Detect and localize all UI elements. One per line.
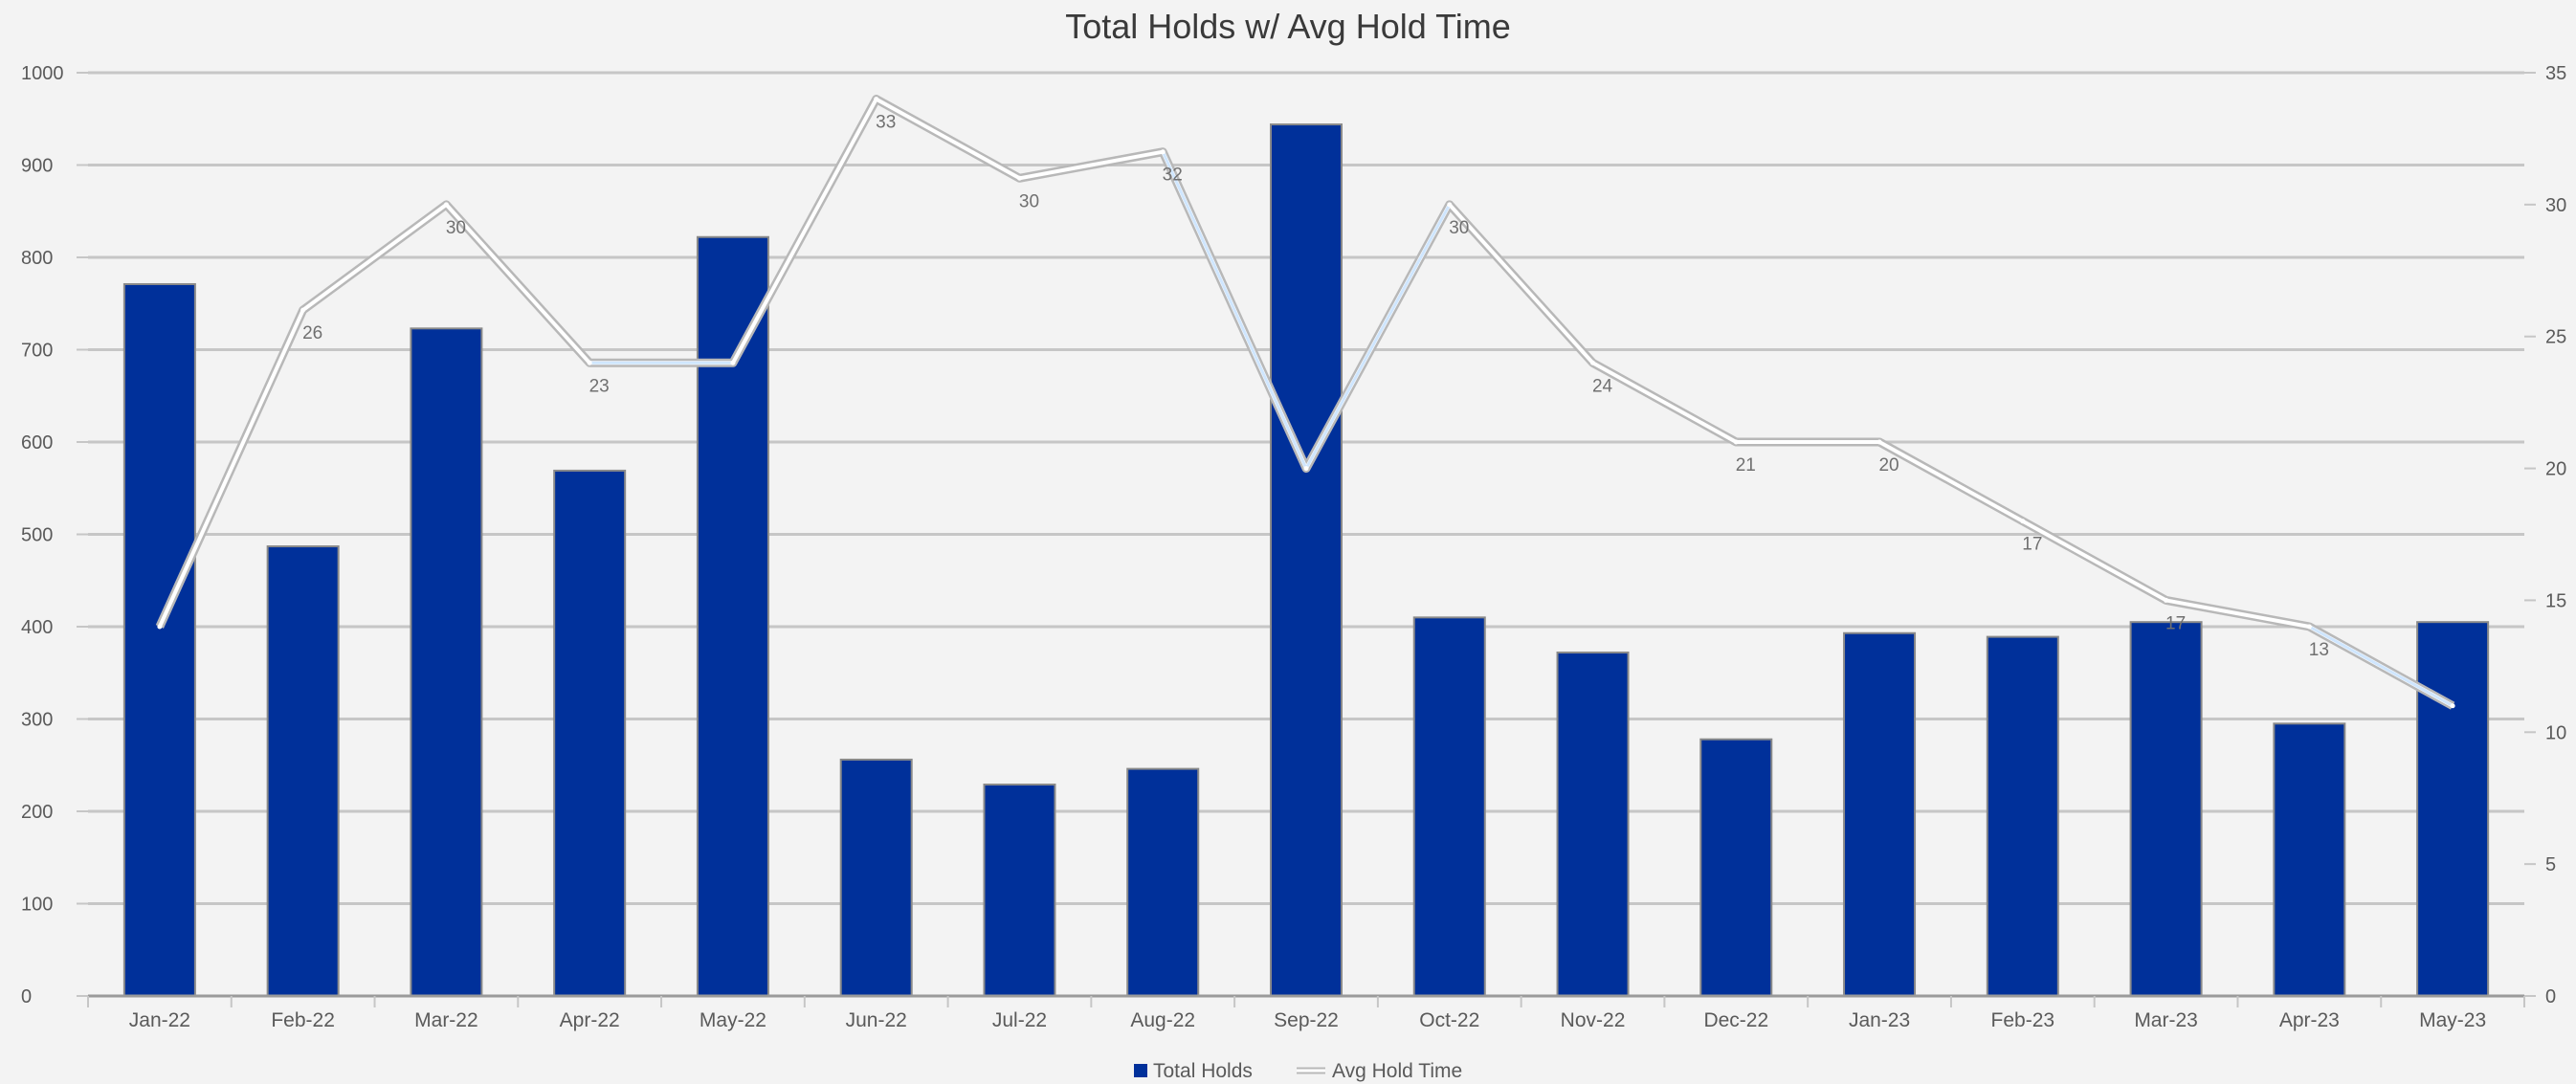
x-tick-label: Mar-22 — [414, 1009, 478, 1031]
bar-Mar-23 — [2129, 621, 2203, 997]
right-tick-label: 0 — [2545, 986, 2556, 1007]
right-tick-label: 30 — [2545, 195, 2566, 216]
left-tick-label: 600 — [21, 432, 53, 454]
right-tick-label: 20 — [2545, 459, 2566, 480]
bar-Apr-22 — [553, 469, 627, 998]
avg-hold-time-point-Mar-22 — [443, 202, 449, 208]
avg-hold-time-data-label: 17 — [2022, 535, 2042, 555]
avg-hold-time-data-label: 21 — [1736, 455, 1756, 476]
avg-hold-time-data-label: 26 — [302, 323, 322, 343]
bar-Oct-22 — [1412, 616, 1486, 997]
right-tick-label: 25 — [2545, 327, 2566, 348]
right-tick-label: 15 — [2545, 590, 2566, 611]
avg-hold-time-point-Sep-22 — [1303, 466, 1309, 472]
x-tick-label: Oct-22 — [1419, 1009, 1479, 1031]
left-tick-label: 400 — [21, 617, 53, 638]
left-tick-label: 300 — [21, 710, 53, 731]
x-tick-label: Jan-22 — [129, 1009, 190, 1031]
left-tick-label: 800 — [21, 248, 53, 269]
x-tick-label: Apr-22 — [560, 1009, 620, 1031]
avg-hold-time-data-label: 30 — [1019, 191, 1039, 211]
bar-Feb-23 — [1986, 635, 2059, 997]
avg-hold-time-point-Jul-22 — [1016, 175, 1022, 181]
x-tick-label: Jan-23 — [1849, 1009, 1910, 1031]
avg-hold-time-data-label: 17 — [2165, 613, 2186, 633]
left-tick-label: 1000 — [21, 63, 64, 84]
legend: Total Holds Avg Hold Time — [1134, 1060, 1462, 1082]
legend-swatch-total-holds — [1134, 1064, 1147, 1077]
avg-hold-time-line-segment — [1304, 203, 1452, 471]
legend-label-avg-hold-time: Avg Hold Time — [1332, 1060, 1462, 1082]
avg-hold-time-data-label: 30 — [446, 218, 466, 238]
avg-hold-time-point-Dec-22 — [1733, 439, 1739, 445]
avg-hold-time-point-Jun-22 — [874, 97, 879, 102]
x-tick-label: May-22 — [700, 1009, 766, 1031]
avg-hold-time-point-May-22 — [730, 360, 736, 365]
avg-hold-time-point-Feb-22 — [300, 307, 306, 313]
chart-title: Total Holds w/ Avg Hold Time — [1065, 7, 1511, 46]
bar-Jan-22 — [122, 282, 196, 997]
avg-hold-time-point-Mar-23 — [2164, 597, 2169, 603]
avg-hold-time-line-segment — [2307, 625, 2454, 708]
left-tick-label: 100 — [21, 895, 53, 916]
x-tick-label: Mar-23 — [2134, 1009, 2198, 1031]
avg-hold-time-data-label: 13 — [2309, 640, 2329, 660]
bar-May-23 — [2416, 621, 2490, 997]
avg-hold-time-data-label: 30 — [1449, 218, 1469, 238]
left-tick-label: 700 — [21, 341, 53, 362]
avg-hold-time-point-Apr-23 — [2306, 624, 2312, 630]
x-tick-label: Feb-22 — [271, 1009, 335, 1031]
bar-Aug-22 — [1126, 767, 1200, 997]
bar-Dec-22 — [1699, 738, 1773, 997]
avg-hold-time-data-label: 24 — [1592, 376, 1613, 396]
bar-Jun-22 — [839, 758, 913, 998]
bar-Sep-22 — [1270, 123, 1343, 998]
bar-Apr-23 — [2273, 722, 2346, 997]
avg-hold-time-point-Feb-23 — [2020, 519, 2026, 524]
bar-Jan-23 — [1843, 631, 1917, 997]
bar-Mar-22 — [410, 327, 483, 997]
avg-hold-time-data-label: 23 — [589, 376, 610, 396]
x-tick-label: May-23 — [2419, 1009, 2486, 1031]
right-tick-label: 5 — [2545, 854, 2556, 875]
x-tick-label: Apr-23 — [2279, 1009, 2340, 1031]
x-tick-label: Aug-22 — [1130, 1009, 1195, 1031]
axes: 0 100 200 300 400 500 600 700 800 900 1000 0 5 10 15 20… — [21, 63, 2566, 1031]
left-tick-label: 500 — [21, 525, 53, 546]
left-tick-label: 0 — [21, 986, 32, 1007]
right-tick-label: 10 — [2545, 722, 2566, 743]
avg-hold-time-data-label: 20 — [1878, 455, 1899, 476]
avg-hold-time-point-Aug-22 — [1160, 149, 1166, 155]
avg-hold-time-data-label: 33 — [876, 113, 896, 133]
x-tick-label: Nov-22 — [1561, 1009, 1626, 1031]
left-tick-label: 900 — [21, 156, 53, 177]
avg-hold-time-point-Nov-22 — [1590, 360, 1596, 365]
avg-hold-time-point-Apr-22 — [587, 360, 592, 365]
bar-Nov-22 — [1556, 652, 1630, 998]
x-tick-label: Feb-23 — [1991, 1009, 2055, 1031]
bar-May-22 — [696, 235, 769, 997]
left-tick-label: 200 — [21, 802, 53, 823]
right-tick-label: 35 — [2545, 63, 2566, 84]
legend-label-total-holds: Total Holds — [1153, 1060, 1253, 1082]
x-tick-label: Sep-22 — [1274, 1009, 1339, 1031]
avg-hold-time-point-Jan-23 — [1876, 439, 1882, 445]
line-series-avg-hold-time: 26 30 23 33 30 32 30 24 21 20 17 17 13 — [155, 95, 2455, 710]
x-tick-label: Jun-22 — [846, 1009, 907, 1031]
avg-hold-time-data-label: 32 — [1163, 166, 1183, 186]
avg-hold-time-line-segment — [1161, 150, 1308, 471]
avg-hold-time-point-Oct-22 — [1447, 202, 1453, 208]
avg-hold-time-point-Jan-22 — [157, 624, 163, 630]
avg-hold-time-point-May-23 — [2450, 703, 2455, 709]
x-tick-label: Jul-22 — [992, 1009, 1047, 1031]
bar-Jul-22 — [983, 784, 1056, 998]
x-tick-label: Dec-22 — [1703, 1009, 1768, 1031]
bar-Feb-22 — [266, 545, 340, 997]
